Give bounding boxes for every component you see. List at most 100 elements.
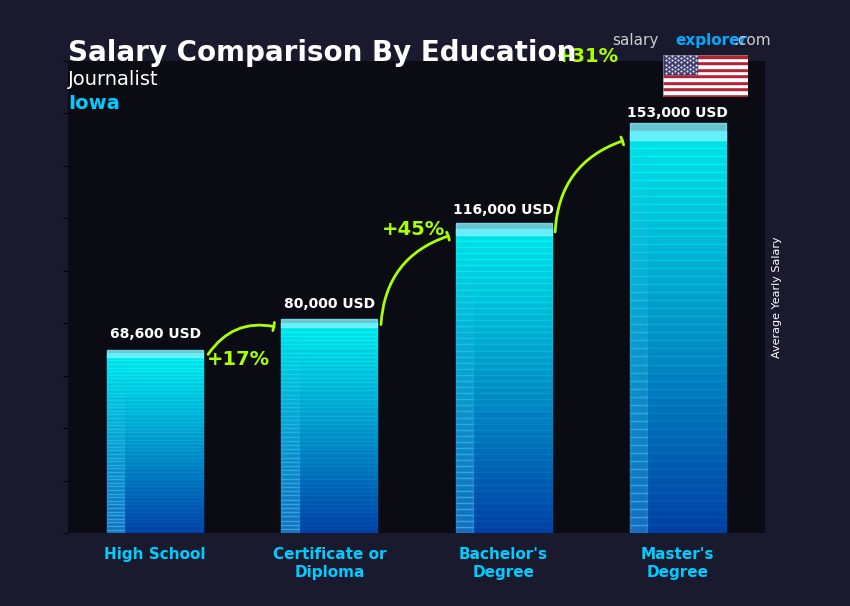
Bar <box>456 259 473 265</box>
Bar <box>281 428 298 433</box>
Bar <box>281 512 377 516</box>
Bar <box>630 405 647 413</box>
Bar <box>630 139 726 148</box>
Bar <box>630 196 726 204</box>
Bar <box>630 517 726 525</box>
Bar <box>107 404 203 407</box>
Bar <box>456 448 552 454</box>
Bar <box>456 399 552 405</box>
Bar <box>281 470 377 474</box>
Bar <box>281 474 377 479</box>
Bar <box>281 500 298 504</box>
Bar <box>281 365 298 370</box>
Bar <box>663 81 748 84</box>
Bar <box>281 487 377 491</box>
Bar <box>107 418 203 422</box>
Bar <box>281 437 377 441</box>
Bar <box>456 369 552 375</box>
Bar <box>107 490 124 494</box>
Bar <box>630 509 647 517</box>
Bar <box>456 278 552 284</box>
Bar <box>630 348 726 356</box>
Bar <box>630 236 726 244</box>
Bar <box>663 55 697 74</box>
Bar <box>281 479 298 483</box>
Bar <box>107 357 203 361</box>
Bar <box>456 472 552 479</box>
Bar <box>107 425 124 429</box>
Bar <box>107 439 203 443</box>
Bar <box>281 453 298 458</box>
Bar <box>107 483 203 487</box>
Bar <box>630 332 647 341</box>
Bar <box>107 429 203 433</box>
Bar <box>630 124 726 139</box>
Bar <box>456 332 473 338</box>
Bar <box>107 371 124 375</box>
Bar <box>630 413 647 421</box>
Bar <box>630 260 726 268</box>
Bar <box>630 501 647 509</box>
Bar <box>630 477 726 485</box>
Bar <box>281 319 377 327</box>
Bar <box>456 363 552 369</box>
Bar <box>630 356 647 365</box>
Bar <box>281 411 298 416</box>
Bar <box>456 509 552 515</box>
Bar <box>456 436 552 442</box>
Bar <box>107 504 124 508</box>
Bar <box>107 415 203 418</box>
Bar <box>281 353 377 357</box>
Bar <box>281 424 377 428</box>
Bar <box>456 308 473 314</box>
Bar <box>107 389 124 393</box>
Bar <box>456 497 473 503</box>
Bar <box>456 527 552 533</box>
Bar <box>281 378 298 382</box>
Bar <box>630 300 726 308</box>
Bar <box>107 465 124 468</box>
Bar <box>456 430 552 436</box>
Bar <box>456 479 552 485</box>
Bar <box>107 450 124 454</box>
Bar <box>107 465 203 468</box>
Bar <box>456 527 473 533</box>
Bar <box>456 515 552 521</box>
Bar <box>456 253 473 259</box>
Bar <box>281 390 298 395</box>
Bar <box>663 87 748 90</box>
Bar <box>107 389 203 393</box>
Bar <box>630 244 647 252</box>
Bar <box>107 415 124 418</box>
Bar <box>107 508 203 511</box>
Bar <box>107 443 124 447</box>
Bar <box>630 244 726 252</box>
Bar <box>281 390 377 395</box>
Bar <box>107 400 124 404</box>
Bar <box>107 458 124 461</box>
Bar <box>456 381 473 387</box>
Bar <box>107 504 203 508</box>
Bar <box>281 504 298 508</box>
Bar <box>107 396 124 400</box>
Text: .com: .com <box>734 33 771 48</box>
Bar <box>281 395 298 399</box>
Bar <box>107 353 203 357</box>
Bar <box>281 365 377 370</box>
Bar <box>107 353 124 357</box>
Bar <box>281 453 377 458</box>
Text: +31%: +31% <box>556 47 619 66</box>
Bar <box>630 292 647 300</box>
Bar <box>281 512 298 516</box>
Bar <box>107 476 203 479</box>
Bar <box>630 268 647 276</box>
Bar <box>456 235 473 241</box>
Bar <box>281 529 377 533</box>
Bar <box>456 326 473 332</box>
Bar <box>630 485 726 493</box>
Bar <box>456 491 552 497</box>
Bar <box>456 350 473 356</box>
Bar <box>456 308 552 314</box>
Bar <box>107 393 124 396</box>
Bar <box>456 424 473 430</box>
